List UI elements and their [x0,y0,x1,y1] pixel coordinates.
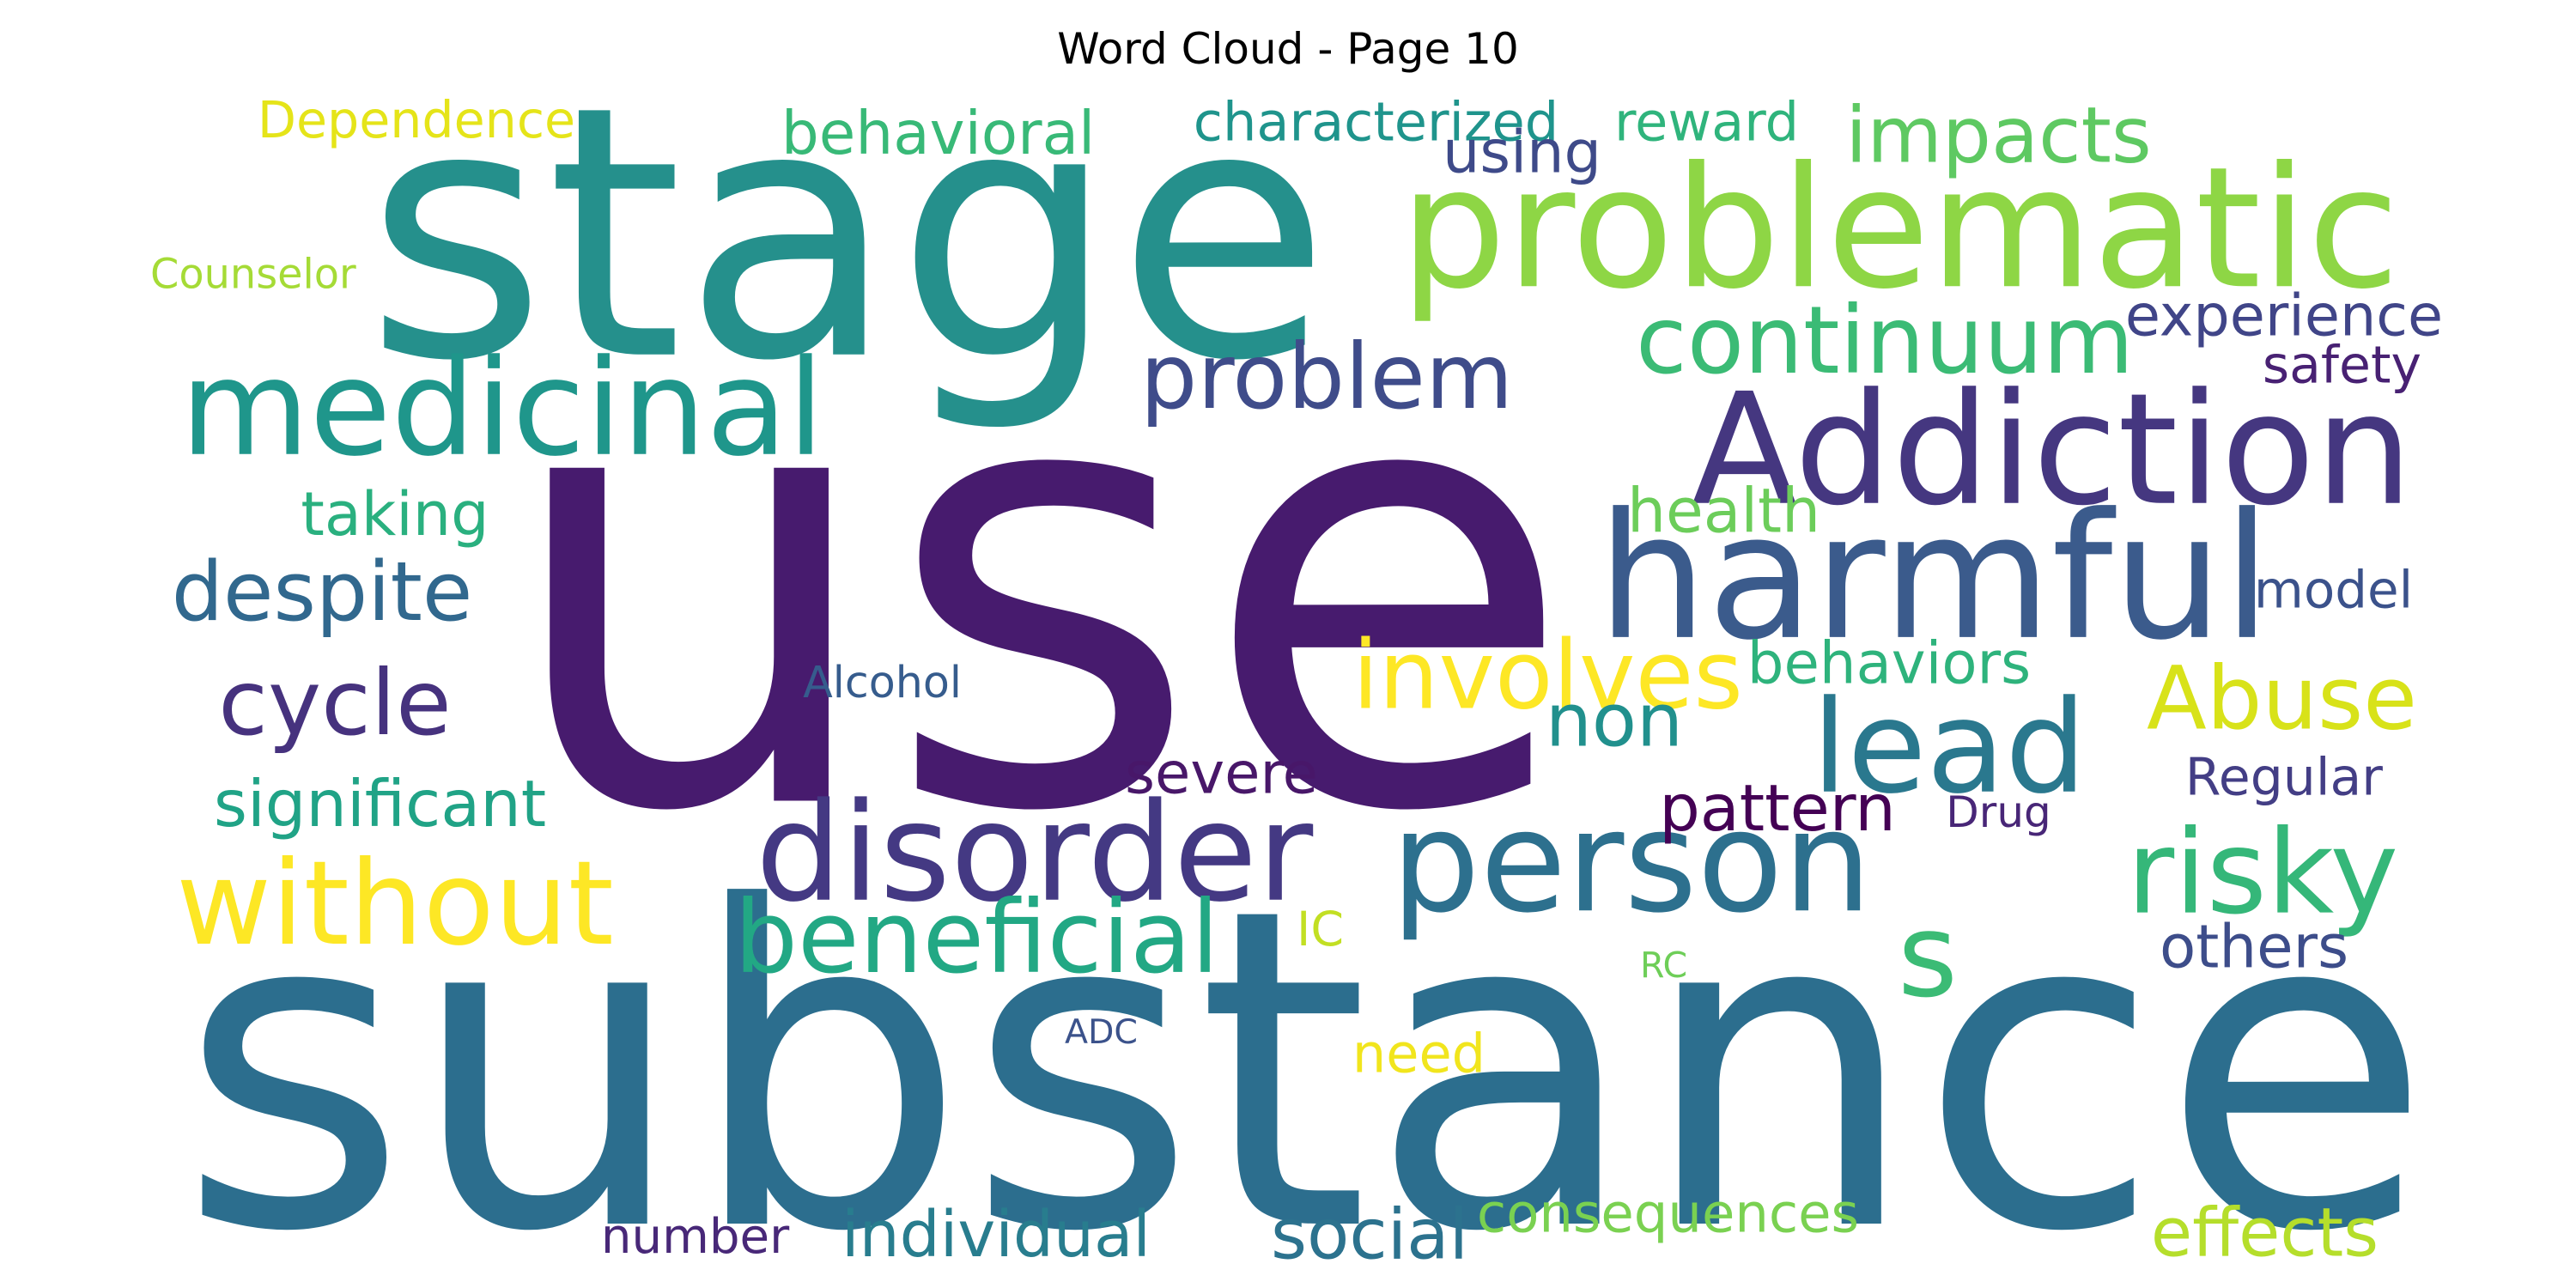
word-effects: effects [2151,1194,2379,1272]
word-rc: RC [1640,945,1687,986]
word-number: number [601,1209,790,1265]
word-despite: despite [172,545,473,640]
word-use: use [498,237,1576,945]
word-substance: substance [179,816,2433,1288]
word-social: social [1271,1195,1468,1276]
word-non: non [1546,678,1683,763]
word-experience: experience [2125,282,2443,349]
word-others: others [2160,913,2348,981]
word-health: health [1627,476,1820,547]
word-lead: lead [1812,673,2087,823]
word-ic: IC [1297,902,1344,957]
word-s: s [1898,889,1958,1024]
word-consequences: consequences [1477,1182,1859,1245]
word-disorder: disorder [756,775,1314,933]
word-regular: Regular [2185,748,2383,808]
word-need: need [1352,1023,1485,1085]
word-pattern: pattern [1659,770,1896,846]
word-individual: individual [841,1198,1151,1272]
word-taking: taking [301,479,489,550]
word-cycle: cycle [218,651,451,756]
word-severe: severe [1125,740,1318,807]
word-medicinal: medicinal [180,332,824,486]
word-safety: safety [2263,336,2421,396]
word-alcohol: Alcohol [803,657,962,708]
word-reward: reward [1614,91,1799,154]
word-counselor: Counselor [150,252,356,299]
word-abuse: Abuse [2147,648,2417,750]
word-addiction: Addiction [1692,361,2413,540]
word-characterized: characterized [1194,91,1558,154]
word-significant: significant [214,766,546,841]
word-dependence: Dependence [258,91,575,149]
word-stage: stage [365,32,1330,437]
word-behaviors: behaviors [1747,630,2031,697]
word-beneficial: beneficial [734,880,1219,996]
word-problem: problem [1140,325,1513,429]
word-problematic: problematic [1400,131,2399,325]
word-person: person [1391,780,1872,944]
word-drug: Drug [1946,787,2051,837]
page-title: Word Cloud - Page 10 [1057,24,1519,74]
word-behavioral: behavioral [781,100,1095,168]
word-model: model [2254,562,2413,621]
word-impacts: impacts [1845,90,2152,180]
word-risky: risky [2127,805,2399,940]
word-continuum: continuum [1636,286,2134,395]
word-without: without [176,835,614,971]
word-using: using [1443,118,1601,187]
word-harmful: harmful [1597,476,2271,678]
word-adc: ADC [1065,1012,1138,1052]
word-involves: involves [1352,622,1743,732]
